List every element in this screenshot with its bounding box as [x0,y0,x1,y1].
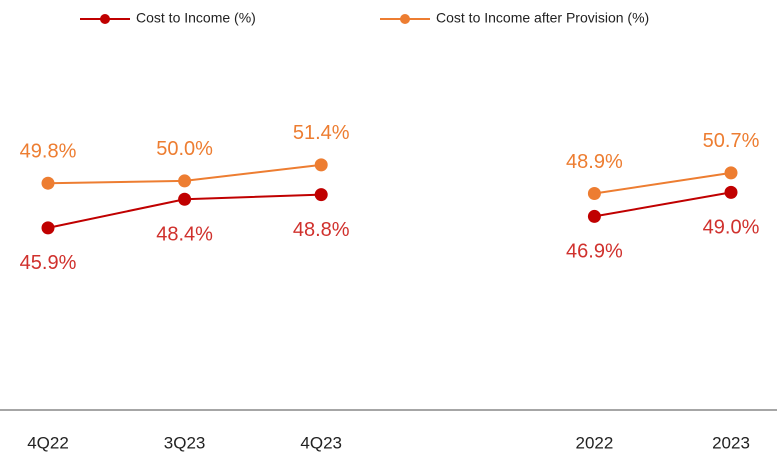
data-point [41,176,55,190]
series-line [47,163,732,195]
x-tick-label: 4Q23 [300,433,342,452]
data-point [314,158,328,172]
x-tick-label: 2023 [712,433,750,452]
x-tick-label: 2022 [575,433,613,452]
legend-marker [400,14,410,24]
data-point [41,221,55,235]
data-label: 49.0% [703,217,760,239]
legend-label: Cost to Income after Provision (%) [436,10,649,26]
data-label: 48.9% [566,151,623,173]
data-label: 50.7% [703,130,760,152]
data-label: 46.9% [566,241,623,263]
legend-label: Cost to Income (%) [136,10,256,26]
data-label: 48.4% [156,224,213,246]
x-tick-label: 3Q23 [164,433,206,452]
data-point [587,187,601,201]
data-label: 45.9% [20,252,77,274]
x-tick-label: 4Q22 [27,433,69,452]
data-point [314,188,328,202]
data-label: 49.8% [20,140,77,162]
data-point [178,192,192,206]
data-point [724,185,738,199]
data-point [178,174,192,188]
series-line [47,191,732,229]
data-label: 50.0% [156,138,213,160]
data-label: 51.4% [293,122,350,144]
data-point [724,166,738,180]
legend-marker [100,14,110,24]
data-point [587,209,601,223]
data-label: 48.8% [293,219,350,241]
